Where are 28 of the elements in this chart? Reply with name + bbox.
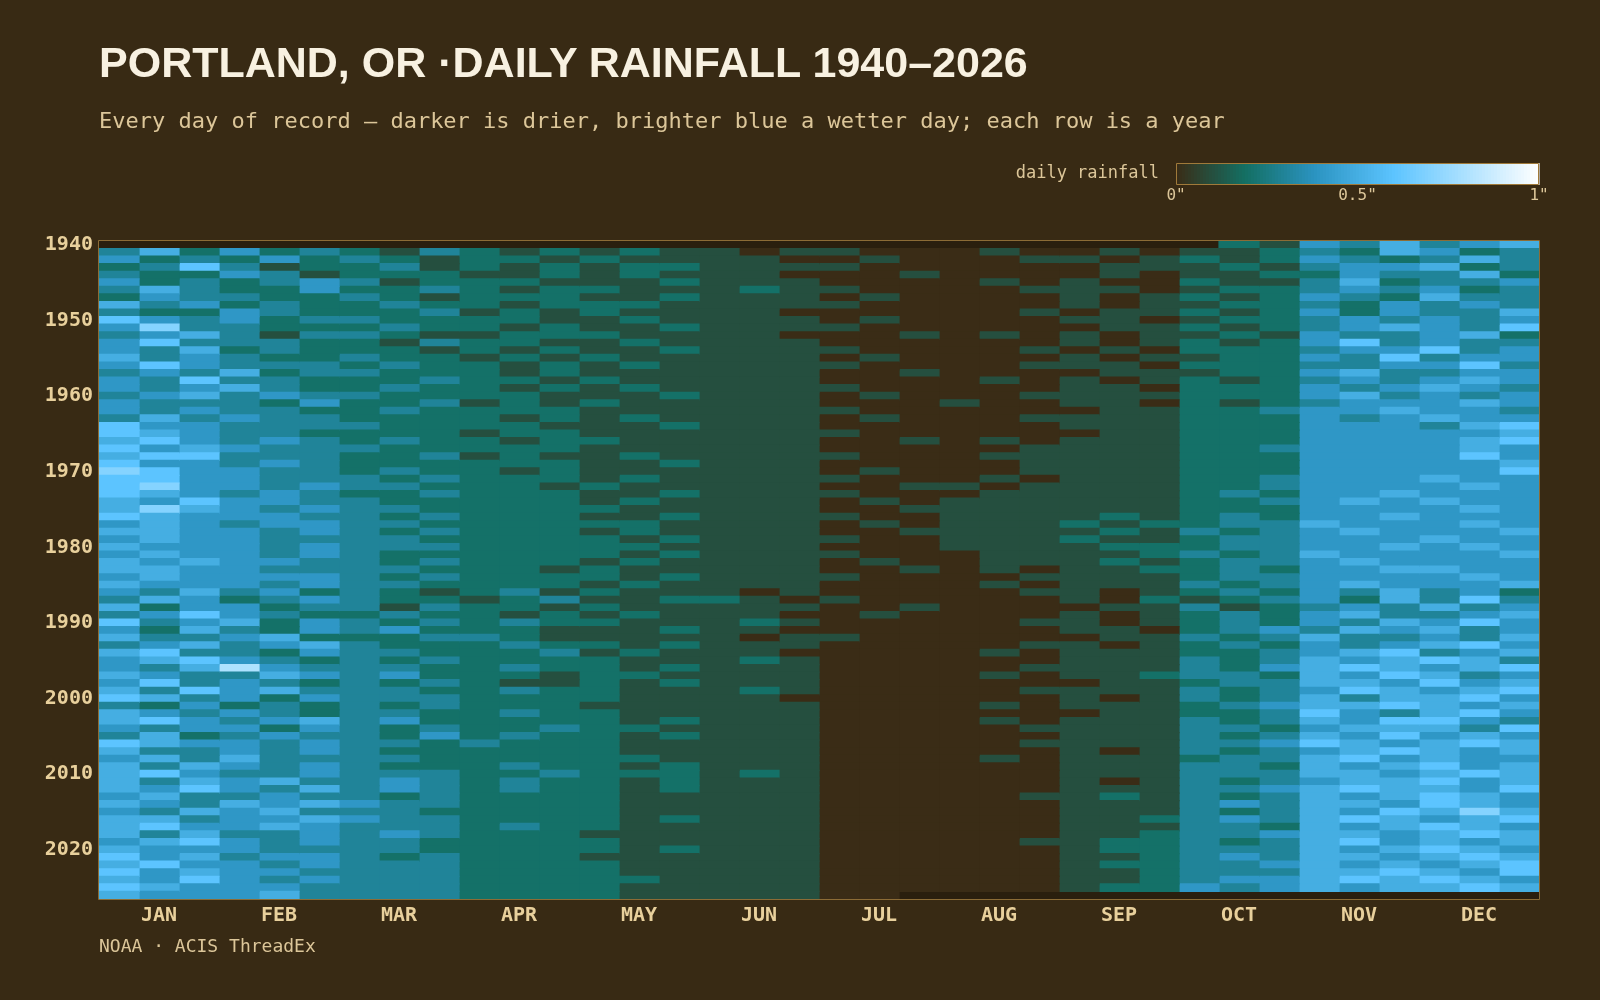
y-tick-label: 1940	[44, 230, 93, 255]
color-bar-label: 0"	[1166, 185, 1186, 205]
chart-title: PORTLAND, OR ·DAILY RAINFALL 1940–2026	[99, 38, 1028, 86]
x-tick-label: DEC	[1460, 902, 1498, 927]
x-tick-label: JUL	[860, 902, 898, 927]
text: NOAA · ACIS ThreadEx	[99, 934, 316, 956]
x-tick-label: FEB	[260, 902, 298, 927]
x-tick-label: SEP	[1100, 902, 1138, 927]
y-tick-label: 2010	[44, 760, 93, 785]
x-tick-label: JUN	[740, 902, 778, 927]
y-tick-label: 1960	[44, 382, 93, 407]
y-tick-label: 2000	[44, 684, 93, 709]
x-tick-label: NOV	[1340, 902, 1378, 927]
y-tick-label: 2020	[44, 836, 93, 861]
x-tick-label: JAN	[140, 902, 178, 927]
x-tick-label: AUG	[980, 902, 1018, 927]
color-bar-label: 0.5"	[1338, 185, 1377, 205]
x-tick-label: MAR	[380, 902, 419, 927]
y-tick-label: 1970	[44, 457, 93, 482]
x-tick-label: APR	[500, 902, 539, 927]
x-tick-label: OCT	[1220, 902, 1258, 927]
y-tick-label: 1990	[44, 609, 93, 634]
chart-subtitle: Every day of record — darker is drier, brighter blue a wetter day; each row is a year	[99, 108, 1225, 133]
x-tick-label: MAY	[620, 902, 658, 927]
y-tick-label: 1950	[44, 306, 93, 331]
color-bar-label: 1"	[1529, 185, 1549, 205]
color-bar-title: daily rainfall	[1015, 162, 1159, 183]
y-tick-label: 1980	[44, 533, 93, 558]
